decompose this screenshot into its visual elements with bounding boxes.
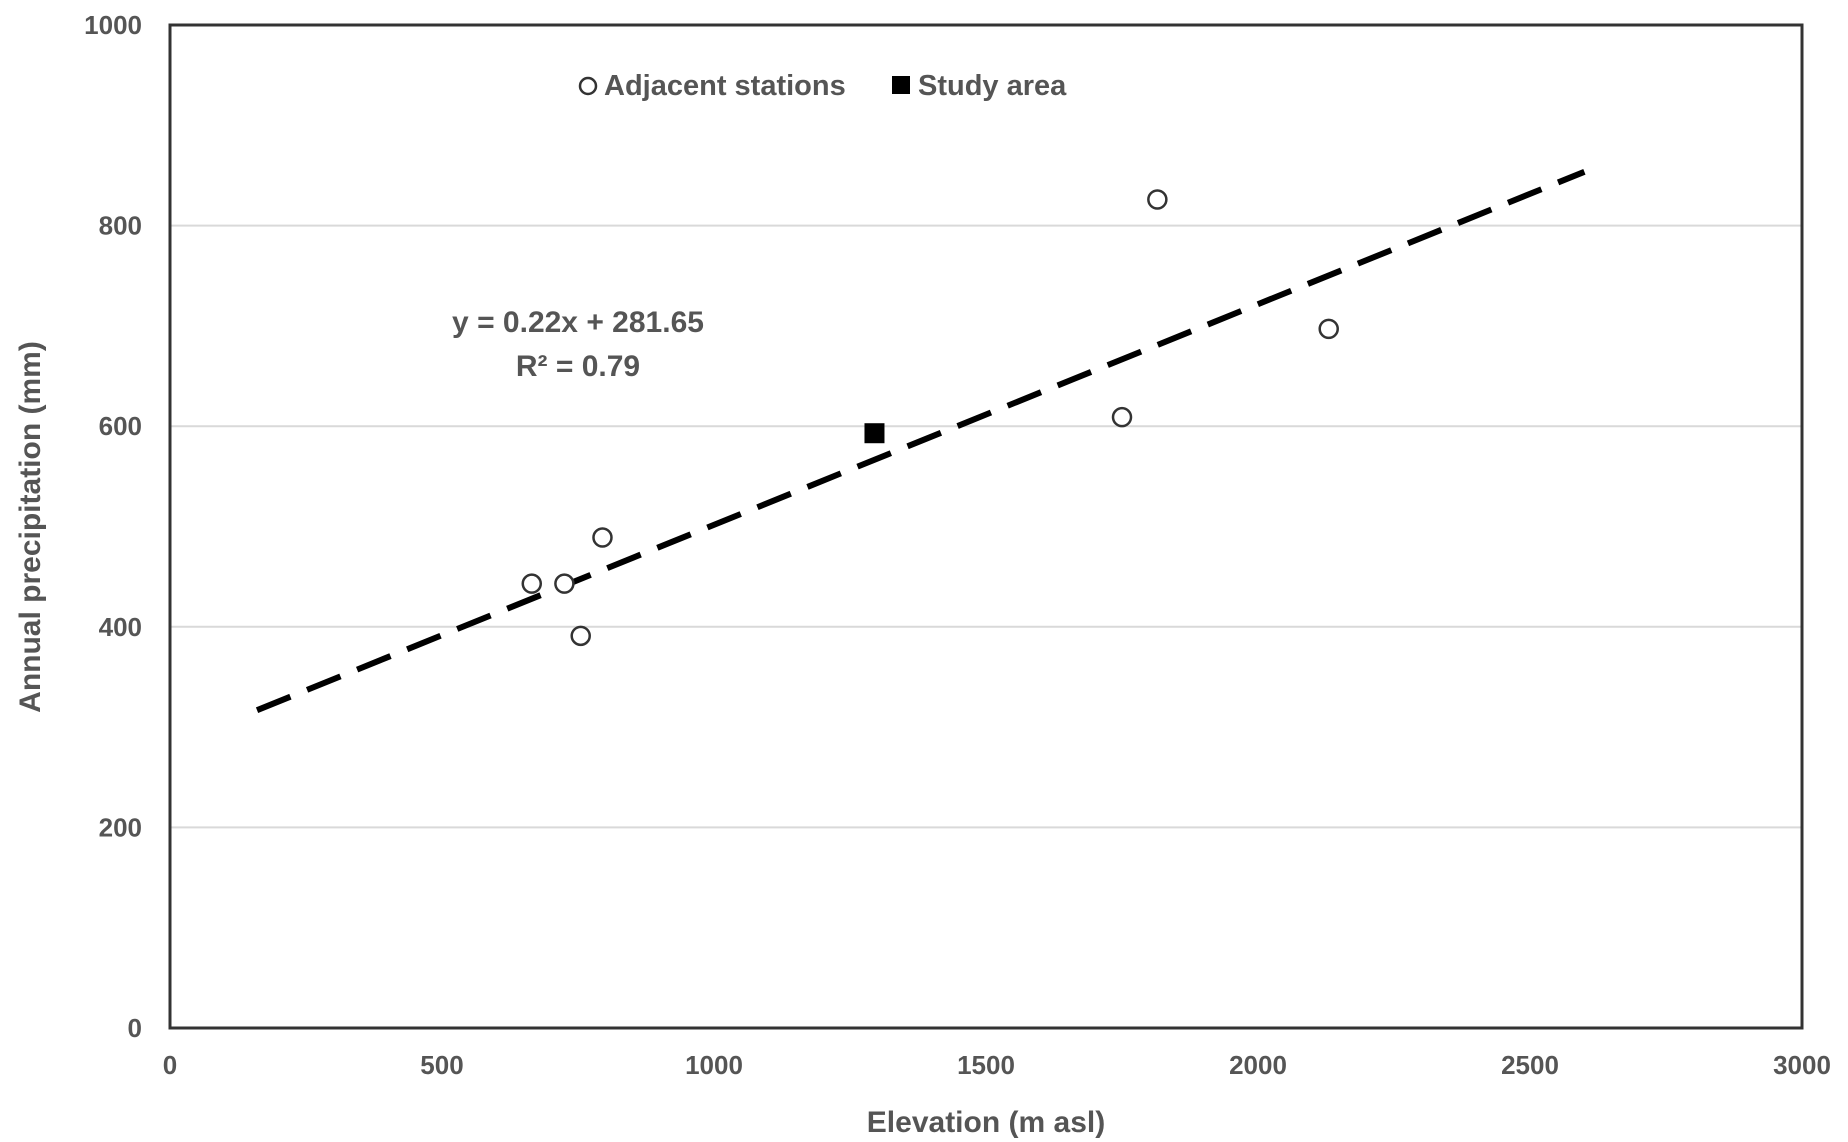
trendline	[255, 169, 1586, 713]
x-tick-label: 3000	[1773, 1050, 1831, 1080]
x-tick-label: 2000	[1229, 1050, 1287, 1080]
y-axis-tick-labels: 0 200 400 600 800 1000	[84, 10, 142, 1043]
study-area-point	[864, 423, 885, 444]
legend-marker-study-area	[892, 76, 910, 94]
legend-label-adjacent-stations: Adjacent stations	[604, 70, 846, 102]
y-tick-label: 800	[99, 211, 142, 241]
adjacent-station-point	[1318, 318, 1339, 340]
x-tick-label: 1000	[685, 1050, 743, 1080]
trendline-group	[255, 169, 1586, 713]
adjacent-station-point	[554, 573, 575, 594]
adjacent-station-point	[570, 625, 591, 647]
x-tick-label: 0	[163, 1050, 177, 1080]
x-tick-label: 500	[420, 1050, 463, 1080]
y-tick-label: 1000	[84, 10, 142, 40]
x-tick-label: 2500	[1501, 1050, 1559, 1080]
y-tick-label: 0	[128, 1013, 142, 1043]
y-tick-label: 600	[99, 411, 142, 441]
legend: Adjacent stations Study area	[578, 70, 1067, 102]
y-axis-title: Annual precipitation (mm)	[14, 341, 47, 713]
x-tick-label: 1500	[957, 1050, 1015, 1080]
y-tick-label: 200	[99, 812, 142, 842]
trendline-equation: y = 0.22x + 281.65	[452, 306, 704, 339]
adjacent-station-point	[592, 527, 613, 548]
data-points	[521, 189, 1339, 647]
x-axis-title: Elevation (m asl)	[867, 1106, 1105, 1139]
plot-area-border	[168, 23, 1804, 1030]
y-tick-label: 400	[99, 612, 142, 642]
adjacent-station-point	[1147, 189, 1168, 210]
r-squared-label: R² = 0.79	[516, 350, 640, 383]
x-axis-tick-labels: 0 500 1000 1500 2000 2500 3000	[163, 1050, 1831, 1080]
adjacent-station-point	[521, 573, 543, 594]
legend-label-study-area: Study area	[918, 70, 1067, 102]
legend-marker-adjacent-stations	[578, 76, 598, 96]
gridlines	[170, 224, 1802, 829]
adjacent-station-point	[1111, 406, 1133, 428]
